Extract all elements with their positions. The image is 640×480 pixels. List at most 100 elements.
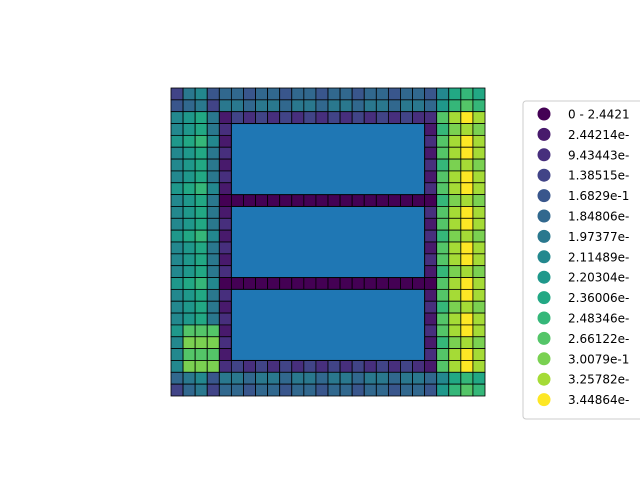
- grid-cell: [206, 170, 220, 184]
- grid-cell: [194, 170, 208, 184]
- grid-cell: [412, 87, 426, 101]
- grid-cell: [194, 194, 208, 207]
- grid-cell: [291, 87, 305, 101]
- grid-cell: [472, 123, 486, 136]
- legend: 0 - 2.4421 2.44214e- 9.43443e- 1.38515e- 1.6…: [522, 100, 640, 420]
- legend-label: 0 - 2.4421: [568, 108, 630, 122]
- grid-cell: [375, 111, 389, 124]
- grid-cell: [424, 300, 438, 314]
- grid-cell: [303, 87, 317, 101]
- grid-cell: [206, 300, 220, 314]
- grid-cell: [424, 371, 438, 385]
- grid-cell: [194, 206, 208, 219]
- grid-cell: [424, 241, 438, 255]
- grid-cell: [460, 111, 474, 124]
- grid-cell: [412, 277, 426, 290]
- grid-cell: [291, 277, 305, 290]
- grid-cell: [182, 348, 196, 361]
- grid-cell: [472, 134, 486, 148]
- grid-cell: [375, 360, 389, 373]
- grid-cell: [170, 348, 184, 361]
- grid-cell: [315, 277, 329, 290]
- grid-cell: [230, 360, 244, 373]
- grid-cell: [460, 312, 474, 326]
- grid-cell: [194, 300, 208, 314]
- grid-cell: [194, 87, 208, 101]
- grid-cell: [206, 146, 220, 160]
- grid-cell: [436, 158, 450, 172]
- grid-cell: [182, 312, 196, 326]
- grid-cell: [194, 217, 208, 231]
- grid-cell: [375, 194, 389, 207]
- grid-cell: [339, 371, 353, 385]
- grid-cell: [472, 300, 486, 314]
- grid-cell: [218, 265, 232, 278]
- legend-marker: [537, 372, 551, 386]
- grid-cell: [424, 217, 438, 231]
- grid-cell: [460, 134, 474, 148]
- grid-cell: [182, 277, 196, 290]
- grid-cell: [218, 146, 232, 160]
- grid-cell: [424, 87, 438, 101]
- grid-cell: [303, 99, 317, 113]
- grid-cell: [206, 324, 220, 338]
- grid-cell: [436, 348, 450, 361]
- legend-label: 3.44864e-: [568, 393, 629, 407]
- legend-label: 1.84806e-: [568, 210, 629, 224]
- grid-cell: [472, 324, 486, 338]
- grid-cell: [267, 277, 281, 290]
- grid-cell: [206, 371, 220, 385]
- grid-cell: [412, 383, 426, 397]
- grid-cell: [170, 383, 184, 397]
- grid-cell: [255, 383, 269, 397]
- grid-cell: [170, 134, 184, 148]
- grid-cell: [218, 253, 232, 267]
- grid-cell: [303, 111, 317, 124]
- grid-cell: [206, 277, 220, 290]
- grid-cell: [351, 277, 365, 290]
- grid-cell: [460, 182, 474, 196]
- grid-cell: [315, 371, 329, 385]
- grid-cell: [218, 241, 232, 255]
- grid-cell: [206, 87, 220, 101]
- grid-cell: [303, 360, 317, 373]
- grid-cell: [182, 146, 196, 160]
- legend-label: 2.44214e-: [568, 128, 629, 142]
- grid-cell: [351, 383, 365, 397]
- grid-cell: [424, 277, 438, 290]
- grid-cell: [448, 277, 462, 290]
- legend-marker: [537, 311, 551, 325]
- grid-cell: [412, 360, 426, 373]
- grid-cell: [387, 111, 401, 124]
- grid-cell: [424, 360, 438, 373]
- grid-cell: [218, 360, 232, 373]
- grid-cell: [424, 99, 438, 113]
- grid-cell: [436, 324, 450, 338]
- legend-label: 3.25782e-: [568, 373, 629, 387]
- grid-cell: [436, 217, 450, 231]
- legend-label: 2.20304e-: [568, 271, 629, 285]
- grid-cell: [206, 194, 220, 207]
- grid-cell: [472, 194, 486, 207]
- grid-cell: [436, 253, 450, 267]
- grid-cell: [387, 99, 401, 113]
- grid-cell: [218, 206, 232, 219]
- grid-cell: [194, 241, 208, 255]
- grid-cell: [448, 324, 462, 338]
- grid-cell: [436, 229, 450, 243]
- grid-cell: [436, 383, 450, 397]
- grid-cell: [291, 111, 305, 124]
- legend-entry: 1.97377e-: [537, 229, 629, 244]
- grid-cell: [182, 371, 196, 385]
- grid-cell: [339, 194, 353, 207]
- grid-cell: [218, 312, 232, 326]
- grid-cell: [182, 123, 196, 136]
- grid-cell: [170, 123, 184, 136]
- legend-label: 1.6829e-1: [568, 189, 629, 203]
- grid-cell: [387, 383, 401, 397]
- grid-cell: [472, 206, 486, 219]
- grid-cell: [182, 111, 196, 124]
- grid-cell: [448, 312, 462, 326]
- grid-cell: [472, 182, 486, 196]
- legend-frame: [522, 100, 640, 420]
